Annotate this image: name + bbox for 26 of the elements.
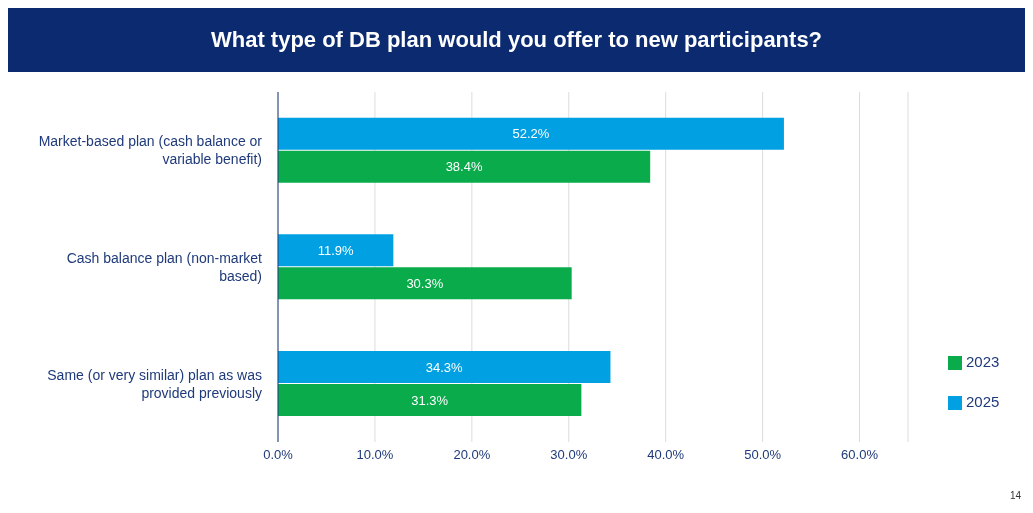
- data-label: 30.3%: [406, 275, 444, 291]
- x-tick-label: 0.0%: [263, 447, 294, 463]
- legend-label: 2025: [966, 393, 1000, 410]
- legend-label: 2023: [966, 353, 1000, 370]
- x-tick-label: 60.0%: [841, 447, 879, 463]
- data-label: 38.4%: [445, 159, 483, 175]
- bar: [278, 384, 582, 416]
- x-tick-label: 20.0%: [453, 447, 491, 463]
- y-tick-label: Same (or very similar) plan as was provided previously: [47, 366, 262, 401]
- y-tick-label: Market-based plan (cash balance or variable benefit): [38, 133, 263, 168]
- data-label: 52.2%: [512, 126, 550, 142]
- data-label: 31.3%: [411, 392, 449, 408]
- bar: [278, 150, 651, 183]
- x-tick-label: 40.0%: [647, 447, 685, 463]
- text: 14: [1009, 490, 1021, 501]
- y-tick-label: Cash balance plan (non-market based): [66, 250, 263, 284]
- x-tick-label: 10.0%: [356, 447, 394, 463]
- bar: [278, 351, 611, 383]
- bar: [278, 117, 784, 150]
- x-tick-label: 30.0%: [550, 447, 588, 463]
- bar: [278, 267, 572, 300]
- x-tick-label: 50.0%: [744, 447, 782, 463]
- chart-title: What type of DB plan would you offer to new participants?: [8, 8, 1025, 72]
- data-label: 34.3%: [425, 359, 464, 375]
- data-label: 11.9%: [317, 242, 355, 258]
- bar: [278, 234, 394, 267]
